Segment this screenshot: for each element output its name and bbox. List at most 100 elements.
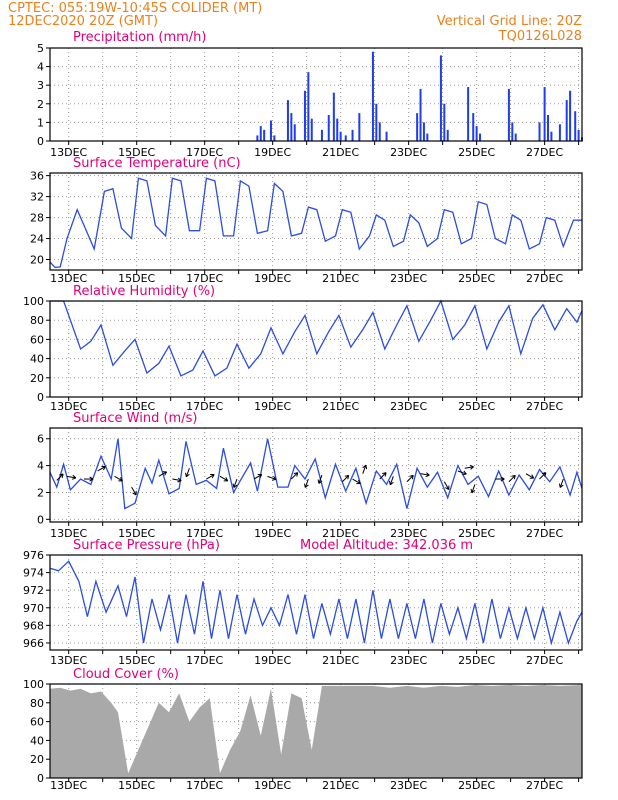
humidity-title: Relative Humidity (%) xyxy=(73,284,215,299)
precip-bar xyxy=(472,113,475,141)
wind-arrow xyxy=(389,476,394,485)
precip-bar xyxy=(426,133,429,141)
y-tick-label: 20 xyxy=(30,753,44,766)
precip-bar xyxy=(256,135,259,141)
y-tick-label: 0 xyxy=(37,772,44,785)
wind-arrowhead xyxy=(232,483,238,488)
x-tick-label: 23DEC xyxy=(390,527,427,540)
wind-arrow xyxy=(291,472,299,480)
y-tick-label: 0 xyxy=(37,135,44,148)
x-tick-label: 17DEC xyxy=(186,272,223,285)
temperature-line xyxy=(49,177,582,269)
precip-frame xyxy=(49,47,583,142)
x-tick-label: 17DEC xyxy=(186,654,223,667)
wind-arrow xyxy=(318,474,323,484)
precip-bar xyxy=(547,114,550,141)
x-tick-label: 13DEC xyxy=(50,527,87,540)
y-tick-label: 20 xyxy=(30,254,44,267)
x-tick-label: 21DEC xyxy=(322,400,359,413)
x-tick-label: 21DEC xyxy=(322,654,359,667)
precip-bar xyxy=(507,88,510,141)
wind-arrowhead xyxy=(511,474,516,480)
wind-arrowhead xyxy=(529,474,535,479)
humidity-line xyxy=(50,299,583,377)
y-tick-label: 6 xyxy=(37,433,44,446)
y-tick-label: 4 xyxy=(37,61,44,74)
x-tick-label: 23DEC xyxy=(390,272,427,285)
cloud-panel: 0 20 40 60 80 100 13DEC 15DEC 17DEC 19DEC 21DEC 23D… xyxy=(23,667,583,792)
wind-arrow xyxy=(508,474,516,483)
humidity-frame xyxy=(49,300,583,398)
y-tick-label: 60 xyxy=(30,716,44,729)
wind-arrow xyxy=(464,466,474,469)
x-tick-label: 15DEC xyxy=(118,146,155,159)
wind-arrow xyxy=(206,474,215,480)
wind-arrowhead xyxy=(382,472,387,477)
x-tick-label: 13DEC xyxy=(50,146,87,159)
y-tick-label: 976 xyxy=(23,549,44,562)
y-tick-label: 968 xyxy=(23,619,44,632)
precip-bar xyxy=(273,135,276,141)
wind-arrowhead xyxy=(71,474,77,480)
chart-panels: 0 1 2 3 4 5 13DEC 15DEC 17DEC 19DEC 21DEC 23DEC 25DE… xyxy=(23,30,583,792)
x-tick-label: 27DEC xyxy=(526,654,563,667)
precip-bar xyxy=(286,100,289,141)
precip-bar xyxy=(320,129,323,141)
wind-arrowhead xyxy=(304,483,309,488)
wind-arrowhead xyxy=(469,464,474,470)
precip-bar xyxy=(290,113,293,141)
precip-panel: 0 1 2 3 4 5 13DEC 15DEC 17DEC 19DEC 21DEC 23DEC 25DE… xyxy=(37,30,583,159)
wind-arrowhead xyxy=(185,472,190,478)
y-tick-label: 36 xyxy=(30,170,44,183)
x-tick-label: 17DEC xyxy=(186,146,223,159)
wind-arrowhead xyxy=(541,472,547,477)
precip-bar xyxy=(375,103,378,141)
wind-arrowhead xyxy=(500,476,505,482)
x-tick-label: 27DEC xyxy=(526,272,563,285)
y-tick-label: 24 xyxy=(30,233,44,246)
wind-frame xyxy=(49,427,583,523)
x-tick-label: 15DEC xyxy=(118,400,155,413)
x-tick-label: 21DEC xyxy=(322,146,359,159)
wind-arrow xyxy=(525,473,534,479)
precip-bar xyxy=(577,129,580,141)
wind-arrow xyxy=(185,468,190,477)
precip-bar xyxy=(467,87,470,141)
wind-arrow xyxy=(253,474,263,480)
x-tick-label: 15DEC xyxy=(118,527,155,540)
x-tick-label: 13DEC xyxy=(50,272,87,285)
precip-bar xyxy=(439,55,442,141)
precip-bar xyxy=(269,120,272,141)
wind-arrow xyxy=(341,474,350,483)
precip-bar xyxy=(514,133,517,141)
wind-arrow xyxy=(379,472,387,480)
x-tick-label: 19DEC xyxy=(254,400,291,413)
x-tick-label: 23DEC xyxy=(390,146,427,159)
wind-arrow xyxy=(471,484,476,494)
x-tick-label: 17DEC xyxy=(186,400,223,413)
y-tick-label: 2 xyxy=(37,486,44,499)
precip-bar xyxy=(293,124,296,141)
y-tick-label: 100 xyxy=(23,295,44,308)
precip-bar xyxy=(327,114,330,141)
x-tick-label: 17DEC xyxy=(186,527,223,540)
wind-arrow xyxy=(97,466,106,472)
x-tick-label: 17DEC xyxy=(186,779,223,792)
x-tick-label: 19DEC xyxy=(254,527,291,540)
wind-arrowhead xyxy=(470,488,476,494)
y-tick-label: 60 xyxy=(30,333,44,346)
y-tick-label: 1 xyxy=(37,116,44,129)
x-tick-label: 19DEC xyxy=(254,654,291,667)
precip-bar xyxy=(259,126,262,141)
model-id: TQ0126L028 xyxy=(498,29,582,44)
precip-bar xyxy=(351,129,354,141)
y-tick-label: 4 xyxy=(37,460,44,473)
precip-bar xyxy=(416,113,419,141)
pressure-frame xyxy=(49,554,583,651)
precip-bar xyxy=(358,113,361,141)
x-tick-label: 25DEC xyxy=(458,779,495,792)
x-tick-label: 19DEC xyxy=(254,779,291,792)
wind-arrow xyxy=(267,475,277,480)
wind-line xyxy=(49,438,583,510)
